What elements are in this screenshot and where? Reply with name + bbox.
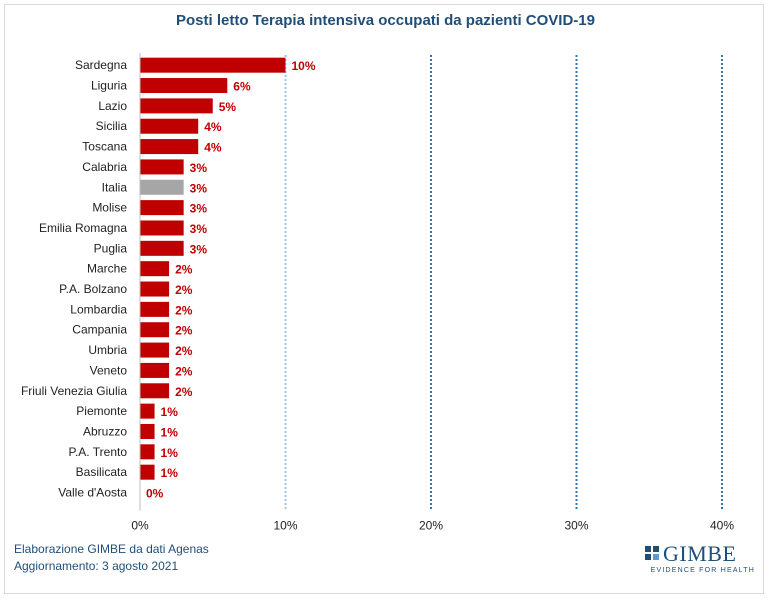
value-label-3: 4%: [204, 120, 222, 134]
footer-update: Aggiornamento: 3 agosto 2021: [14, 559, 179, 573]
category-label-4: Toscana: [82, 140, 127, 154]
value-label-6: 3%: [190, 181, 208, 195]
category-label-5: Calabria: [82, 160, 127, 174]
category-label-21: Valle d'Aosta: [58, 486, 127, 500]
category-label-18: Abruzzo: [83, 424, 127, 438]
category-label-7: Molise: [92, 201, 127, 215]
value-label-10: 2%: [175, 263, 193, 277]
bar-3: [140, 118, 199, 134]
value-label-16: 2%: [175, 385, 193, 399]
logo-tagline: EVIDENCE FOR HEALTH: [650, 567, 755, 574]
category-label-19: P.A. Trento: [69, 445, 128, 459]
bar-6: [140, 179, 184, 195]
value-label-7: 3%: [190, 202, 208, 216]
value-label-1: 6%: [233, 80, 251, 94]
value-label-4: 4%: [204, 141, 222, 155]
category-label-10: Marche: [87, 262, 127, 276]
category-label-8: Emilia Romagna: [39, 221, 127, 235]
value-label-0: 10%: [292, 59, 316, 73]
category-label-3: Sicilia: [96, 119, 128, 133]
x-tick-label-3: 30%: [564, 519, 588, 533]
category-label-20: Basilicata: [76, 465, 128, 479]
bar-2: [140, 98, 213, 114]
value-label-13: 2%: [175, 324, 193, 338]
x-tick-label-4: 40%: [710, 519, 734, 533]
bar-12: [140, 301, 170, 317]
bar-0: [140, 57, 286, 73]
value-label-12: 2%: [175, 303, 193, 317]
category-label-2: Lazio: [98, 99, 127, 113]
category-label-12: Lombardia: [70, 302, 127, 316]
bar-4: [140, 139, 199, 155]
footer: Elaborazione GIMBE da dati Agenas Aggior…: [14, 541, 209, 575]
bar-8: [140, 220, 184, 236]
category-label-15: Veneto: [90, 363, 128, 377]
value-label-19: 1%: [161, 446, 179, 460]
bar-5: [140, 159, 184, 175]
bar-11: [140, 281, 170, 297]
logo-name: GIMBE: [663, 541, 737, 566]
value-label-14: 2%: [175, 344, 193, 358]
bar-13: [140, 322, 170, 338]
value-label-9: 3%: [190, 242, 208, 256]
bar-18: [140, 423, 155, 439]
value-label-8: 3%: [190, 222, 208, 236]
category-label-6: Italia: [102, 180, 128, 194]
value-label-11: 2%: [175, 283, 193, 297]
bar-17: [140, 403, 155, 419]
x-tick-label-2: 20%: [419, 519, 443, 533]
footer-source: Elaborazione GIMBE da dati Agenas: [14, 542, 209, 556]
category-label-16: Friuli Venezia Giulia: [21, 384, 127, 398]
chart-title: Posti letto Terapia intensiva occupati d…: [176, 12, 595, 29]
value-label-5: 3%: [190, 161, 208, 175]
bar-15: [140, 362, 170, 378]
bar-19: [140, 444, 155, 460]
bar-1: [140, 78, 228, 94]
bar-20: [140, 464, 155, 480]
bar-14: [140, 342, 170, 358]
category-label-17: Piemonte: [76, 404, 127, 418]
value-label-18: 1%: [161, 425, 179, 439]
value-label-21: 0%: [146, 487, 164, 501]
category-label-13: Campania: [72, 323, 127, 337]
value-label-17: 1%: [161, 405, 179, 419]
category-label-14: Umbria: [88, 343, 127, 357]
gimbe-logo: GIMBE EVIDENCE FOR HEALTH: [645, 543, 755, 579]
x-tick-label-0: 0%: [131, 519, 149, 533]
category-label-11: P.A. Bolzano: [59, 282, 127, 296]
chart-frame: [4, 4, 764, 594]
category-label-9: Puglia: [94, 241, 128, 255]
bar-10: [140, 261, 170, 277]
bar-16: [140, 383, 170, 399]
value-label-15: 2%: [175, 364, 193, 378]
x-tick-label-1: 10%: [273, 519, 297, 533]
value-label-2: 5%: [219, 100, 237, 114]
value-label-20: 1%: [161, 466, 179, 480]
category-label-0: Sardegna: [75, 58, 127, 72]
logo-grid-icon: [645, 546, 659, 560]
category-label-1: Liguria: [91, 79, 127, 93]
bar-7: [140, 200, 184, 216]
bar-9: [140, 240, 184, 256]
